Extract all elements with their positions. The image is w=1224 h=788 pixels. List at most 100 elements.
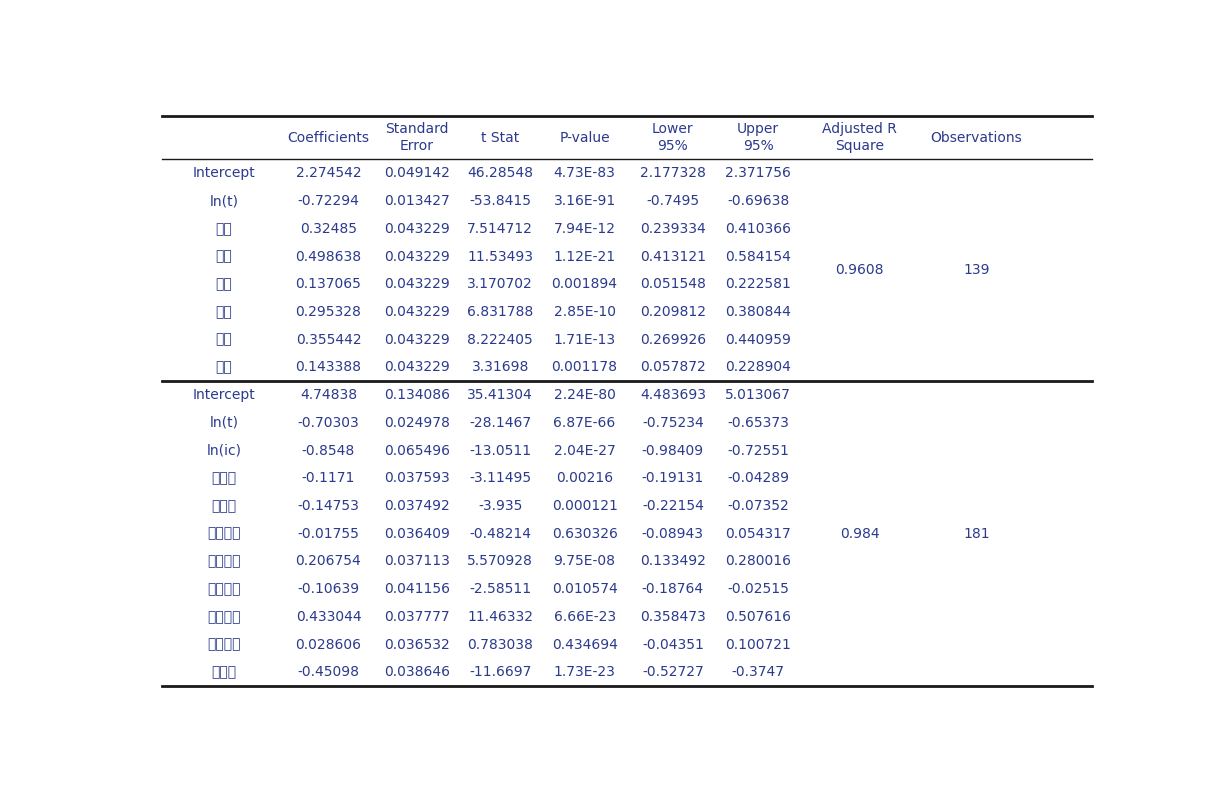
Text: -0.65373: -0.65373 — [727, 416, 789, 429]
Text: 11.53493: 11.53493 — [468, 250, 534, 263]
Text: 경상북도: 경상북도 — [207, 637, 241, 652]
Text: -0.14753: -0.14753 — [297, 499, 360, 513]
Text: P-value: P-value — [559, 131, 610, 145]
Text: 5.013067: 5.013067 — [726, 388, 791, 402]
Text: 1.71E-13: 1.71E-13 — [553, 333, 616, 347]
Text: -0.69638: -0.69638 — [727, 194, 789, 208]
Text: 0.037777: 0.037777 — [384, 610, 449, 624]
Text: 0.043229: 0.043229 — [384, 305, 449, 319]
Text: 0.00216: 0.00216 — [556, 471, 613, 485]
Text: ln(t): ln(t) — [209, 194, 239, 208]
Text: 0.028606: 0.028606 — [295, 637, 361, 652]
Text: 5.570928: 5.570928 — [468, 555, 534, 568]
Text: 0.036532: 0.036532 — [384, 637, 449, 652]
Text: 부산: 부산 — [215, 250, 233, 263]
Text: 0.010574: 0.010574 — [552, 582, 617, 597]
Text: Intercept: Intercept — [192, 166, 256, 180]
Text: 0.001178: 0.001178 — [552, 360, 618, 374]
Text: 0.355442: 0.355442 — [296, 333, 361, 347]
Text: Coefficients: Coefficients — [288, 131, 370, 145]
Text: Intercept: Intercept — [192, 388, 256, 402]
Text: 광주: 광주 — [215, 333, 233, 347]
Text: 제주도: 제주도 — [212, 665, 236, 679]
Text: 0.32485: 0.32485 — [300, 221, 357, 236]
Text: t Stat: t Stat — [481, 131, 519, 145]
Text: 11.46332: 11.46332 — [468, 610, 534, 624]
Text: 0.037593: 0.037593 — [384, 471, 449, 485]
Text: 6.831788: 6.831788 — [468, 305, 534, 319]
Text: 0.057872: 0.057872 — [640, 360, 706, 374]
Text: 전라남도: 전라남도 — [207, 610, 241, 624]
Text: 0.507616: 0.507616 — [725, 610, 791, 624]
Text: 0.043229: 0.043229 — [384, 333, 449, 347]
Text: Adjusted R
Square: Adjusted R Square — [823, 122, 897, 154]
Text: 0.013427: 0.013427 — [384, 194, 449, 208]
Text: 0.043229: 0.043229 — [384, 250, 449, 263]
Text: -3.11495: -3.11495 — [469, 471, 531, 485]
Text: -0.48214: -0.48214 — [469, 526, 531, 541]
Text: 0.134086: 0.134086 — [383, 388, 449, 402]
Text: 7.94E-12: 7.94E-12 — [553, 221, 616, 236]
Text: 0.239334: 0.239334 — [640, 221, 706, 236]
Text: 1.12E-21: 1.12E-21 — [553, 250, 616, 263]
Text: -0.45098: -0.45098 — [297, 665, 360, 679]
Text: 0.440959: 0.440959 — [726, 333, 791, 347]
Text: 0.049142: 0.049142 — [384, 166, 449, 180]
Text: 0.206754: 0.206754 — [296, 555, 361, 568]
Text: 0.9608: 0.9608 — [836, 263, 884, 277]
Text: 8.222405: 8.222405 — [468, 333, 534, 347]
Text: -3.935: -3.935 — [479, 499, 523, 513]
Text: 충청북도: 충청북도 — [207, 526, 241, 541]
Text: -0.8548: -0.8548 — [302, 444, 355, 458]
Text: 7.514712: 7.514712 — [468, 221, 534, 236]
Text: -0.08943: -0.08943 — [641, 526, 704, 541]
Text: -0.04351: -0.04351 — [641, 637, 704, 652]
Text: -53.8415: -53.8415 — [469, 194, 531, 208]
Text: 경기도: 경기도 — [212, 471, 236, 485]
Text: 2.177328: 2.177328 — [640, 166, 706, 180]
Text: 충청남도: 충청남도 — [207, 555, 241, 568]
Text: 0.228904: 0.228904 — [726, 360, 791, 374]
Text: 0.137065: 0.137065 — [295, 277, 361, 292]
Text: 0.038646: 0.038646 — [383, 665, 449, 679]
Text: 6.87E-66: 6.87E-66 — [553, 416, 616, 429]
Text: ln(ic): ln(ic) — [207, 444, 241, 458]
Text: 4.483693: 4.483693 — [640, 388, 706, 402]
Text: -0.19131: -0.19131 — [641, 471, 704, 485]
Text: -0.1171: -0.1171 — [302, 471, 355, 485]
Text: 0.054317: 0.054317 — [726, 526, 791, 541]
Text: 3.31698: 3.31698 — [471, 360, 529, 374]
Text: 0.043229: 0.043229 — [384, 277, 449, 292]
Text: 0.036409: 0.036409 — [384, 526, 449, 541]
Text: 4.74838: 4.74838 — [300, 388, 357, 402]
Text: 0.041156: 0.041156 — [383, 582, 449, 597]
Text: 전라북도: 전라북도 — [207, 582, 241, 597]
Text: 0.280016: 0.280016 — [725, 555, 791, 568]
Text: 0.433044: 0.433044 — [296, 610, 361, 624]
Text: 0.043229: 0.043229 — [384, 360, 449, 374]
Text: 0.037492: 0.037492 — [384, 499, 449, 513]
Text: 2.04E-27: 2.04E-27 — [553, 444, 616, 458]
Text: 3.16E-91: 3.16E-91 — [553, 194, 616, 208]
Text: 2.274542: 2.274542 — [296, 166, 361, 180]
Text: 0.295328: 0.295328 — [295, 305, 361, 319]
Text: -0.10639: -0.10639 — [297, 582, 360, 597]
Text: Upper
95%: Upper 95% — [737, 122, 780, 154]
Text: -0.22154: -0.22154 — [641, 499, 704, 513]
Text: -28.1467: -28.1467 — [469, 416, 531, 429]
Text: 0.209812: 0.209812 — [640, 305, 706, 319]
Text: Lower
95%: Lower 95% — [652, 122, 694, 154]
Text: 4.73E-83: 4.73E-83 — [553, 166, 616, 180]
Text: 0.584154: 0.584154 — [726, 250, 791, 263]
Text: 6.66E-23: 6.66E-23 — [553, 610, 616, 624]
Text: 0.100721: 0.100721 — [726, 637, 791, 652]
Text: -0.02515: -0.02515 — [727, 582, 789, 597]
Text: Standard
Error: Standard Error — [386, 122, 448, 154]
Text: 1.73E-23: 1.73E-23 — [553, 665, 616, 679]
Text: 0.043229: 0.043229 — [384, 221, 449, 236]
Text: -0.3747: -0.3747 — [732, 665, 785, 679]
Text: 0.000121: 0.000121 — [552, 499, 618, 513]
Text: Observations: Observations — [930, 131, 1022, 145]
Text: 인천: 인천 — [215, 305, 233, 319]
Text: 0.498638: 0.498638 — [295, 250, 361, 263]
